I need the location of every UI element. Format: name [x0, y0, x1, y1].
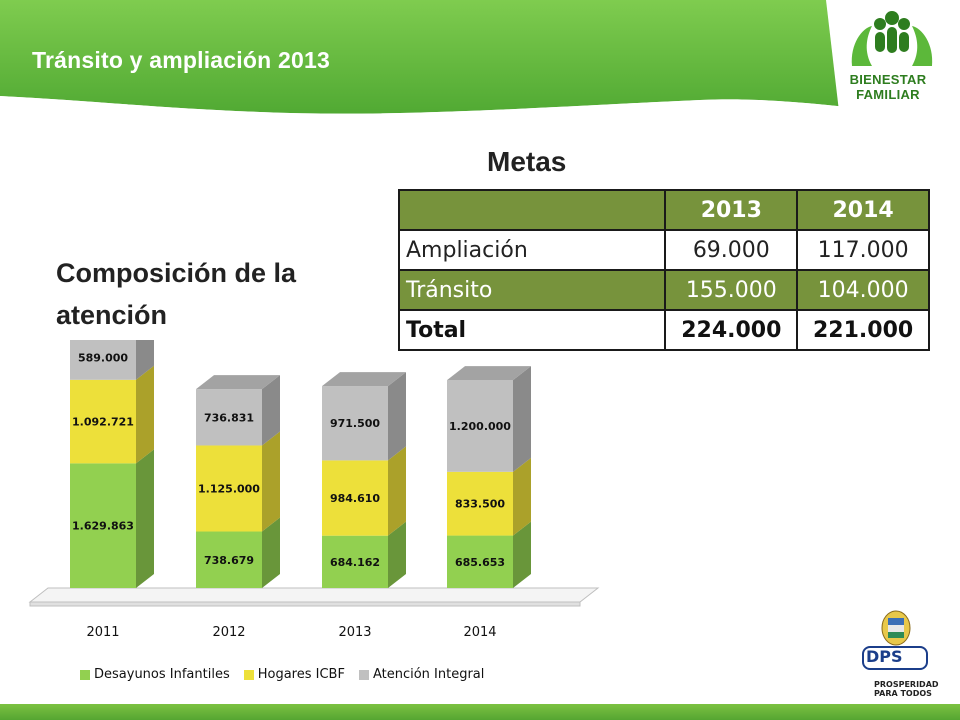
- x-tick-label: 2011: [86, 625, 119, 640]
- data-label: 738.679: [204, 554, 254, 567]
- cell-value: 221.000: [796, 309, 930, 351]
- metas-title: Metas: [487, 146, 567, 177]
- legend-swatch: [243, 669, 254, 680]
- logo-line-1: BIENESTAR: [849, 72, 927, 87]
- legend-label: Hogares ICBF: [257, 667, 345, 682]
- bienestar-familiar-logo: [851, 11, 933, 66]
- bar-side: [388, 372, 406, 461]
- bar-segment: [447, 471, 513, 536]
- dps-logo-frame: [862, 646, 928, 670]
- bar-side: [388, 446, 406, 536]
- chart-floor-edge: [29, 601, 581, 607]
- bar-segment: [447, 535, 513, 588]
- header-background: [0, 0, 960, 118]
- bar-side: [262, 517, 280, 588]
- dps-logo: DPS: [866, 647, 903, 666]
- data-label: 1.200.000: [449, 420, 511, 433]
- legend-item: Atención Integral: [358, 667, 485, 682]
- x-tick-label: 2012: [212, 625, 245, 640]
- stacked-bar-chart: 1.629.863 1.092.721 589.000 2011 738.679 1.12…: [28, 340, 600, 640]
- logo-text: BIENESTAR FAMILIAR: [836, 72, 940, 102]
- bar-segment: [322, 386, 388, 461]
- legend-label: Atención Integral: [372, 667, 485, 682]
- dps-tagline: PROSPERIDAD PARA TODOS: [874, 680, 939, 698]
- bar-segment: [70, 340, 136, 380]
- bar-side: [513, 366, 531, 472]
- legend-item: Desayunos Infantiles: [80, 667, 230, 682]
- bar-segment: [322, 535, 388, 588]
- data-label: 736.831: [204, 411, 254, 424]
- data-label: 684.162: [330, 556, 380, 569]
- bar-top: [322, 372, 406, 387]
- cell-value: 155.000: [664, 269, 799, 311]
- bar-segment: [322, 460, 388, 536]
- bar-segment: [70, 463, 136, 588]
- bar-segment: [70, 379, 136, 464]
- header-swoosh: [0, 96, 960, 124]
- table-header-row: 2013 2014: [397, 189, 930, 231]
- data-label: 984.610: [330, 492, 380, 505]
- metas-table: 2013 2014 Ampliación 69.000 117.000 Trán…: [397, 189, 930, 351]
- legend-label: Desayunos Infantiles: [94, 667, 230, 682]
- bar-side: [136, 365, 154, 464]
- chart-floor: [28, 587, 600, 603]
- table-row: Ampliación 69.000 117.000: [397, 229, 930, 271]
- bar-segment: [196, 389, 262, 446]
- cell-value: 117.000: [796, 229, 930, 271]
- bar-top: [196, 375, 280, 390]
- bar-side: [262, 375, 280, 446]
- cell-value: 104.000: [796, 269, 930, 311]
- bar-top: [447, 366, 531, 381]
- legend-swatch: [358, 669, 369, 680]
- legend-item: Hogares ICBF: [243, 667, 345, 682]
- data-label: 1.629.863: [72, 520, 134, 533]
- bar-side: [513, 521, 531, 588]
- logo-line-2: FAMILIAR: [856, 87, 920, 102]
- data-label: 589.000: [78, 351, 128, 364]
- footer-bar: [0, 704, 960, 720]
- table-row: Total 224.000 221.000: [397, 309, 930, 351]
- chart-legend: Desayunos Infantiles Hogares ICBF Atención…: [80, 667, 484, 682]
- bar-segment: [447, 380, 513, 472]
- data-label: 1.092.721: [72, 416, 134, 429]
- page-title: Tránsito y ampliación 2013: [32, 47, 330, 73]
- header-banner: [0, 0, 960, 129]
- row-label: Total: [397, 309, 667, 351]
- data-label: 1.125.000: [198, 482, 260, 495]
- data-label: 833.500: [455, 498, 505, 511]
- data-label: 685.653: [455, 556, 505, 569]
- bar-side: [388, 521, 406, 588]
- table-header-cell: [397, 189, 667, 231]
- legend-swatch: [80, 669, 90, 680]
- table-header-cell: 2014: [796, 189, 930, 231]
- table-header-cell: 2013: [664, 189, 799, 231]
- colombia-seal-icon: [881, 610, 911, 646]
- table-row: Tránsito 155.000 104.000: [397, 269, 930, 311]
- bar-side: [513, 457, 531, 536]
- data-label: 971.500: [330, 417, 380, 430]
- x-tick-label: 2014: [463, 625, 496, 640]
- bar-segment: [196, 445, 262, 532]
- bar-segment: [196, 531, 262, 588]
- composition-title: Composición de la atención: [56, 258, 297, 330]
- cell-value: 224.000: [664, 309, 799, 351]
- bar-side: [262, 431, 280, 532]
- bar-side: [136, 340, 154, 380]
- x-tick-label: 2013: [338, 625, 371, 640]
- row-label: Tránsito: [397, 269, 667, 311]
- cell-value: 69.000: [664, 229, 799, 271]
- bar-side: [136, 449, 154, 588]
- row-label: Ampliación: [397, 229, 667, 271]
